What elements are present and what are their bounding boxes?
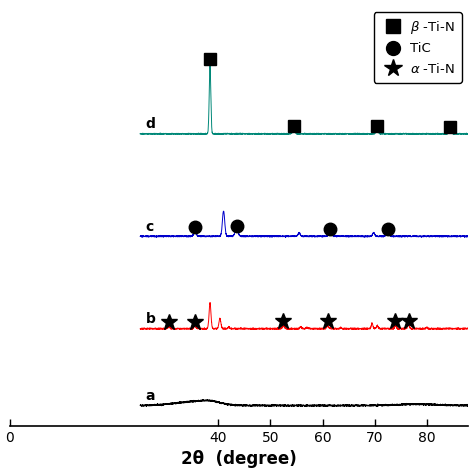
Text: d: d [146,117,155,131]
X-axis label: 2θ  (degree): 2θ (degree) [182,450,297,468]
Text: c: c [146,220,154,234]
Text: b: b [146,312,155,326]
Legend: $\beta$ -Ti-N, TiC, $\alpha$ -Ti-N: $\beta$ -Ti-N, TiC, $\alpha$ -Ti-N [374,12,462,82]
Text: a: a [146,389,155,403]
